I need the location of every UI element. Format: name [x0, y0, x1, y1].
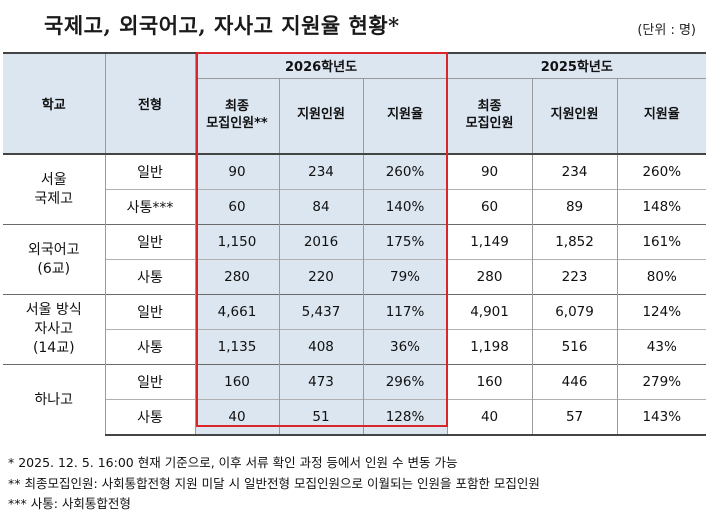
- school-cell: 외국어고 (6교): [3, 224, 105, 295]
- cell-2026-quota: 280: [194, 259, 279, 295]
- table-row: 사통 280 220 79% 280 223 80%: [3, 259, 707, 295]
- header-year-2026: 2026학년도: [194, 52, 448, 79]
- table-row: 외국어고 (6교) 일반 1,150 2016 175% 1,149 1,852…: [3, 224, 707, 295]
- cell-2026-quota: 90: [194, 154, 279, 190]
- cell-2025-rate: 143%: [616, 399, 707, 436]
- cell-2025-quota: 4,901: [446, 294, 533, 330]
- cell-2026-rate: 140%: [362, 189, 448, 225]
- cell-2025-quota: 60: [446, 189, 533, 225]
- cell-2026-rate: 36%: [362, 329, 448, 365]
- type-cell: 사통: [104, 329, 195, 365]
- header-2025-rate: 지원율: [616, 78, 707, 155]
- header-2026-applicants: 지원인원: [278, 78, 363, 155]
- type-cell: 일반: [104, 294, 195, 330]
- cell-2025-applicants: 57: [531, 399, 618, 436]
- cell-2025-rate: 260%: [616, 154, 707, 190]
- cell-2026-rate: 296%: [362, 364, 448, 400]
- table-row: 서울 방식 자사고 (14교) 일반 4,661 5,437 117% 4,90…: [3, 294, 707, 365]
- header-2025-applicants: 지원인원: [531, 78, 618, 155]
- cell-2025-rate: 148%: [616, 189, 707, 225]
- cell-2026-applicants: 5,437: [278, 294, 363, 330]
- cell-2026-applicants: 2016: [278, 224, 363, 260]
- cell-2025-rate: 80%: [616, 259, 707, 295]
- header-year-2025: 2025학년도: [446, 52, 707, 79]
- type-cell: 일반: [104, 364, 195, 400]
- cell-2025-quota: 160: [446, 364, 533, 400]
- table-row: 하나고 일반 160 473 296% 160 446 279%: [3, 364, 707, 435]
- cell-2026-rate: 175%: [362, 224, 448, 260]
- cell-2026-rate: 117%: [362, 294, 448, 330]
- cell-2026-rate: 79%: [362, 259, 448, 295]
- cell-2025-applicants: 6,079: [531, 294, 618, 330]
- header-2026-rate: 지원율: [362, 78, 448, 155]
- type-cell: 사통: [104, 259, 195, 295]
- school-cell: 하나고: [3, 364, 105, 435]
- cell-2026-applicants: 84: [278, 189, 363, 225]
- application-rate-table: 학교 전형 2026학년도 2025학년도 최종 모집인원** 지원인원 지원율…: [3, 52, 707, 436]
- page-title: 국제고, 외국어고, 자사고 지원율 현황*: [44, 13, 400, 38]
- cell-2025-applicants: 516: [531, 329, 618, 365]
- type-cell: 사통: [104, 399, 195, 436]
- cell-2026-applicants: 473: [278, 364, 363, 400]
- cell-2025-rate: 279%: [616, 364, 707, 400]
- header-2025-final-quota: 최종 모집인원: [446, 78, 533, 155]
- cell-2026-quota: 160: [194, 364, 279, 400]
- footnote-1: * 2025. 12. 5. 16:00 현재 기준으로, 이후 서류 확인 과…: [8, 455, 458, 470]
- type-cell: 사통***: [104, 189, 195, 225]
- cell-2026-applicants: 408: [278, 329, 363, 365]
- cell-2025-applicants: 234: [531, 154, 618, 190]
- cell-2025-applicants: 89: [531, 189, 618, 225]
- school-cell: 서울 국제고: [34, 171, 74, 207]
- cell-2025-applicants: 446: [531, 364, 618, 400]
- cell-2026-quota: 1,135: [194, 329, 279, 365]
- cell-2025-rate: 124%: [616, 294, 707, 330]
- header-school: 학교: [3, 52, 105, 155]
- cell-2026-quota: 1,150: [194, 224, 279, 260]
- footnote-3: *** 사통: 사회통합전형: [8, 496, 131, 511]
- cell-2025-applicants: 223: [531, 259, 618, 295]
- footnote-2: ** 최종모집인원: 사회통합전형 지원 미달 시 일반전형 모집인원으로 이월…: [8, 476, 540, 491]
- cell-2025-rate: 161%: [616, 224, 707, 260]
- cell-2025-quota: 1,198: [446, 329, 533, 365]
- table-row: 사통 1,135 408 36% 1,198 516 43%: [3, 329, 707, 365]
- type-cell: 일반: [104, 224, 195, 260]
- unit-label: (단위 : 명): [637, 23, 696, 38]
- header-type: 전형: [104, 52, 195, 155]
- cell-2026-quota: 40: [194, 399, 279, 436]
- table-row: 사통 40 51 128% 40 57 143%: [3, 399, 707, 436]
- cell-2025-quota: 90: [446, 154, 533, 190]
- type-cell: 일반: [104, 154, 195, 190]
- cell-2025-quota: 40: [446, 399, 533, 436]
- cell-2026-quota: 4,661: [194, 294, 279, 330]
- school-cell: 서울 방식 자사고 (14교): [3, 294, 105, 365]
- cell-2026-applicants: 51: [278, 399, 363, 436]
- header-2026-final-quota: 최종 모집인원**: [194, 78, 279, 155]
- cell-2025-quota: 280: [446, 259, 533, 295]
- cell-2026-applicants: 220: [278, 259, 363, 295]
- cell-2025-rate: 43%: [616, 329, 707, 365]
- cell-2026-quota: 60: [194, 189, 279, 225]
- cell-2026-applicants: 234: [278, 154, 363, 190]
- cell-2025-quota: 1,149: [446, 224, 533, 260]
- cell-2026-rate: 260%: [362, 154, 448, 190]
- cell-2026-rate: 128%: [362, 399, 448, 436]
- table-row: 사통*** 60 84 140% 60 89 148%: [3, 189, 707, 225]
- cell-2025-applicants: 1,852: [531, 224, 618, 260]
- table-row: 서울 국제고 일반 90 234 260% 90 234 260%: [3, 154, 707, 207]
